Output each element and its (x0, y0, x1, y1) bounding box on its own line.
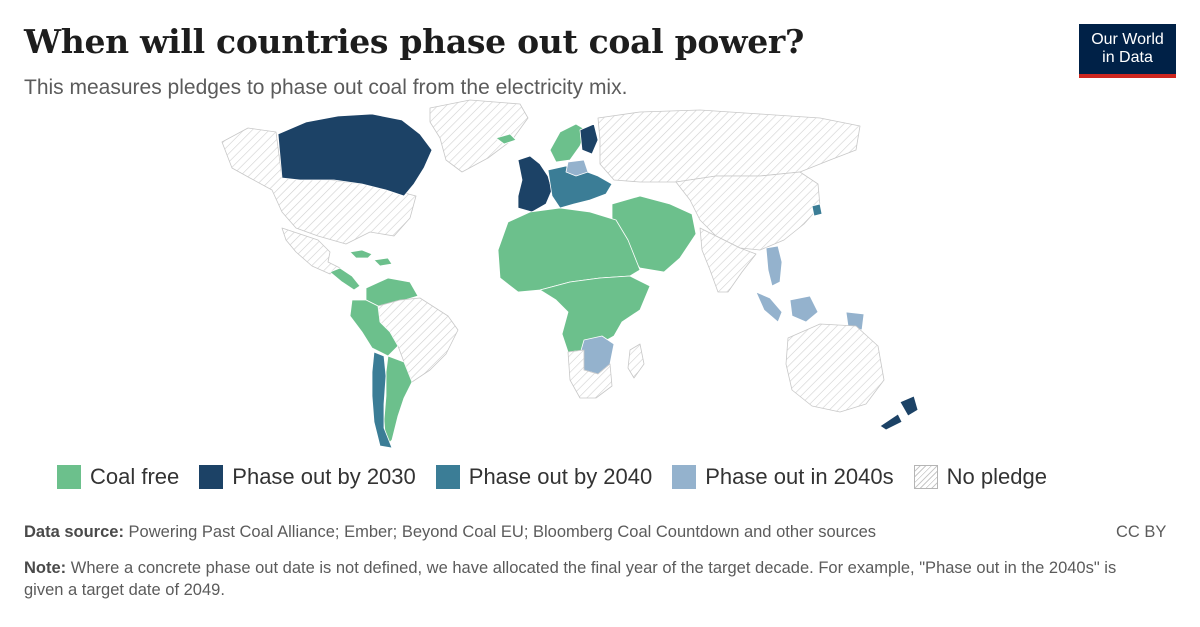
source-label: Data source: (24, 523, 124, 541)
data-source: Data source: Powering Past Coal Alliance… (24, 523, 876, 542)
owid-logo[interactable]: Our World in Data (1079, 24, 1176, 78)
region-bolivia-peru[interactable] (349, 299, 399, 357)
region-china[interactable] (675, 171, 821, 251)
legend-swatch (199, 465, 224, 489)
region-central-america[interactable] (329, 267, 361, 291)
region-argentina[interactable] (383, 355, 413, 447)
legend-label: Phase out by 2040 (468, 464, 653, 489)
chart-title: When will countries phase out coal power… (24, 22, 805, 61)
region-caribbean-east[interactable] (373, 257, 393, 267)
legend-label: Phase out in 2040s (705, 464, 894, 489)
region-poland[interactable] (565, 159, 589, 177)
region-greenland[interactable] (429, 99, 529, 173)
legend-item-phase-out-2040s[interactable]: Phase out in 2040s (672, 464, 894, 490)
logo-line-1: Our World (1091, 31, 1164, 48)
legend-item-phase-out-2040[interactable]: Phase out by 2040 (435, 464, 653, 490)
region-central-africa[interactable] (539, 275, 651, 353)
region-australia[interactable] (785, 323, 885, 413)
region-indonesia[interactable] (755, 291, 783, 323)
region-vietnam[interactable] (765, 245, 783, 287)
region-indonesia-east[interactable] (789, 295, 819, 323)
region-new-zealand[interactable] (899, 395, 919, 417)
chart-note: Note: Where a concrete phase out date is… (24, 557, 1154, 601)
region-south-korea[interactable] (811, 203, 823, 217)
map-legend: Coal free Phase out by 2030 Phase out by… (57, 464, 1067, 490)
region-iceland[interactable] (495, 133, 517, 145)
region-india[interactable] (699, 227, 757, 293)
legend-item-no-pledge[interactable]: No pledge (913, 464, 1047, 490)
legend-label: Phase out by 2030 (232, 464, 416, 489)
legend-item-coal-free[interactable]: Coal free (57, 464, 179, 490)
region-chile[interactable] (371, 351, 393, 449)
legend-swatch (435, 465, 460, 489)
region-finland[interactable] (579, 123, 599, 155)
license-link[interactable]: CC BY (1116, 523, 1167, 541)
legend-swatch (57, 465, 81, 489)
legend-swatch (672, 465, 697, 489)
note-label: Note: (24, 559, 67, 577)
region-caribbean[interactable] (349, 249, 373, 259)
legend-label: No pledge (946, 464, 1047, 489)
note-text: Where a concrete phase out date is not d… (24, 559, 1117, 599)
source-text[interactable]: Powering Past Coal Alliance; Ember; Beyo… (128, 523, 877, 541)
legend-item-phase-out-2030[interactable]: Phase out by 2030 (199, 464, 416, 490)
region-south-africa[interactable] (567, 349, 613, 399)
region-russia[interactable] (597, 109, 861, 183)
world-map[interactable] (0, 95, 1200, 460)
chart-subtitle: This measures pledges to phase out coal … (24, 76, 628, 99)
logo-line-2: in Data (1102, 49, 1153, 66)
region-canada[interactable] (277, 113, 433, 197)
region-madagascar[interactable] (627, 343, 645, 379)
region-western-europe[interactable] (517, 155, 553, 213)
legend-label: Coal free (90, 464, 180, 489)
legend-swatch (913, 465, 938, 489)
region-new-zealand-south[interactable] (879, 413, 903, 431)
